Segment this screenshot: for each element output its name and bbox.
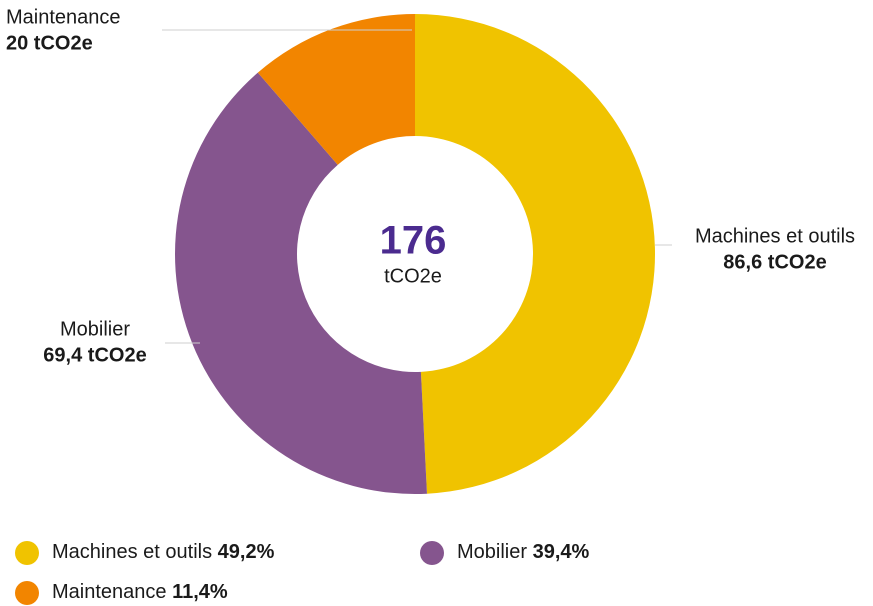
segment-name: Mobilier <box>60 318 130 340</box>
legend-name: Maintenance <box>52 581 167 603</box>
segment-value-label: 20 tCO2e <box>6 32 93 54</box>
legend-name: Machines et outils <box>52 541 212 563</box>
legend-swatch <box>15 581 39 605</box>
segment-name: Maintenance <box>6 6 121 28</box>
legend-name: Mobilier <box>457 541 527 563</box>
legend-percent: 49,2% <box>218 541 275 563</box>
legend-percent: 39,4% <box>533 541 590 563</box>
legend-entry: Machines et outils 49,2% <box>52 541 275 563</box>
center-unit: tCO2e <box>384 265 442 287</box>
center-total: 176 <box>380 219 447 263</box>
donut-segment <box>415 13 656 494</box>
segment-name: Machines et outils <box>695 225 855 247</box>
legend-swatch <box>15 541 39 565</box>
legend-swatch <box>420 541 444 565</box>
legend-percent: 11,4% <box>172 581 228 603</box>
legend-entry: Maintenance 11,4% <box>52 581 228 603</box>
donut-segment <box>257 14 415 165</box>
segment-value-label: 69,4 tCO2e <box>43 344 146 366</box>
donut-segment <box>174 72 427 494</box>
legend-entry: Mobilier 39,4% <box>457 541 590 563</box>
segment-value-label: 86,6 tCO2e <box>723 251 826 273</box>
